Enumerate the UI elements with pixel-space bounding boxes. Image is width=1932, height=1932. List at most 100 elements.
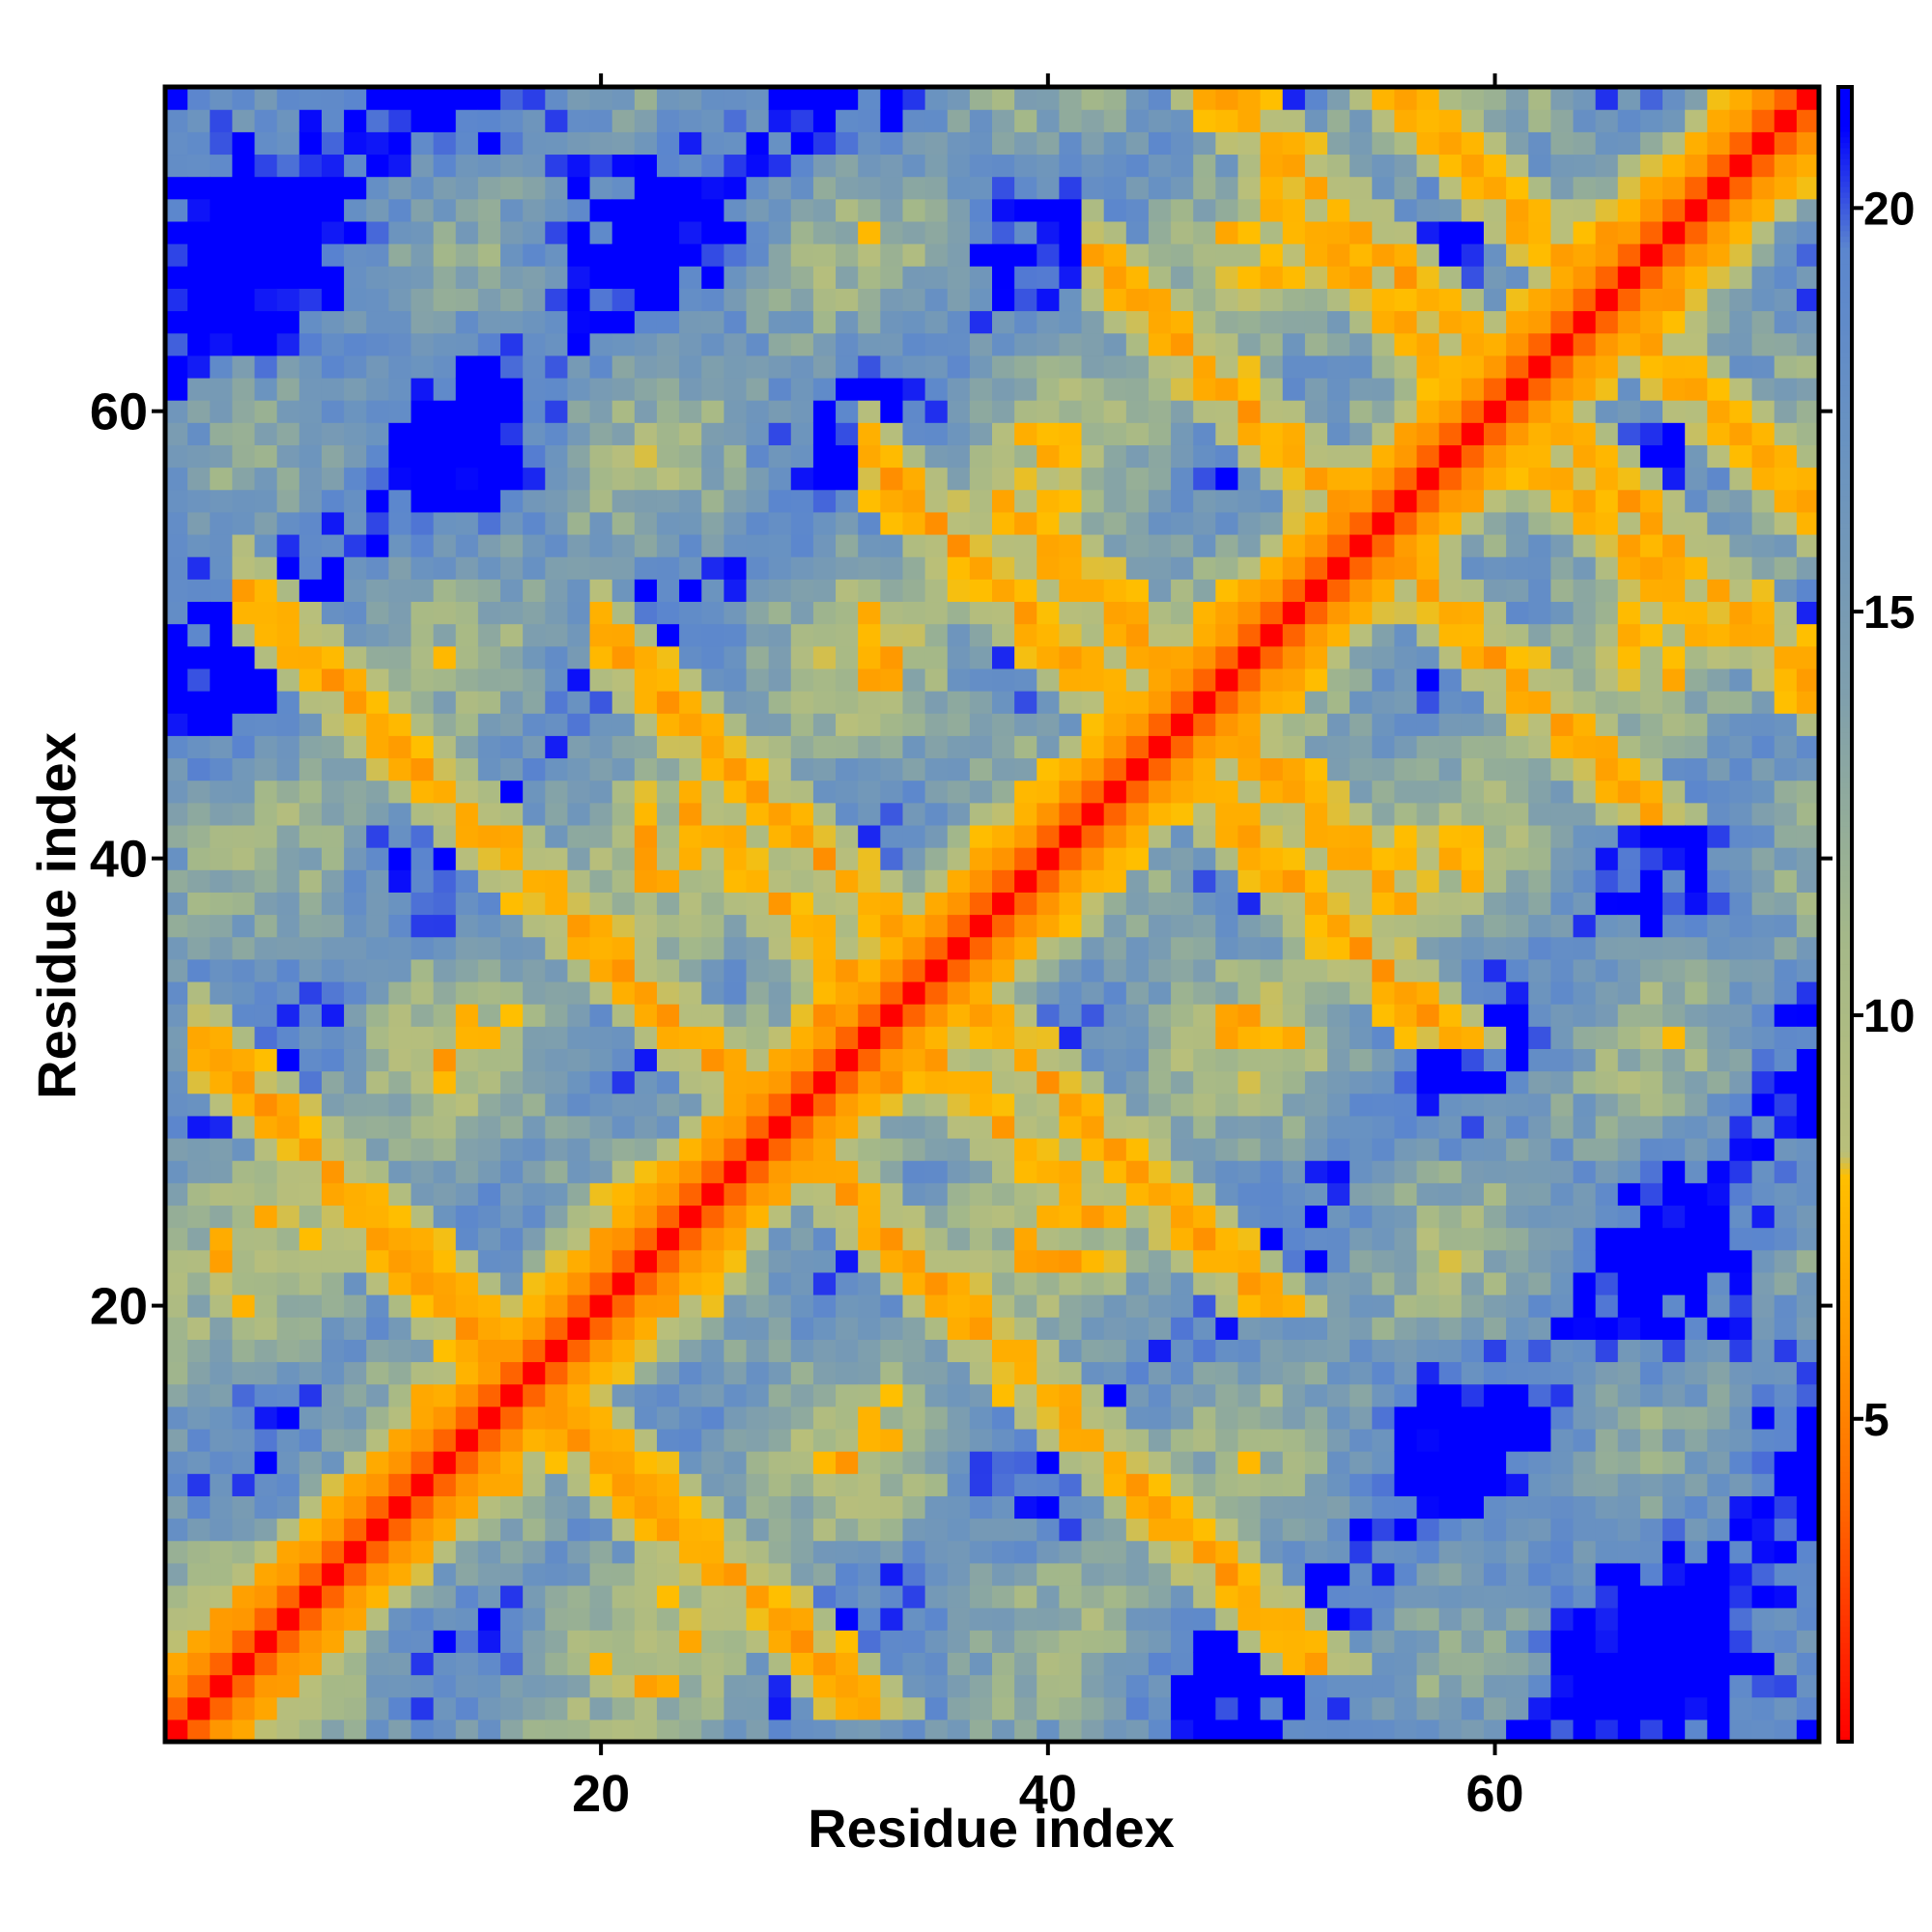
heatmap-cell [768,1451,792,1474]
heatmap-cell [1528,444,1551,469]
heatmap-cell [768,1540,792,1564]
heatmap-cell [210,936,234,960]
heatmap-cell [567,288,591,312]
heatmap-cell [567,489,591,513]
heatmap-cell [992,1428,1015,1452]
heatmap-cell [1617,1584,1641,1608]
heatmap-cell [812,847,837,870]
heatmap-cell [1237,220,1262,244]
heatmap-cell [701,892,724,916]
heatmap-cell [1438,713,1463,736]
heatmap-cell [1193,579,1216,603]
heatmap-cell [611,1607,636,1631]
heatmap-cell [455,1607,479,1631]
heatmap-cell [411,1607,435,1631]
heatmap-cell [679,87,702,110]
heatmap-cell [500,1249,524,1273]
heatmap-cell [1506,310,1529,334]
heatmap-cell [500,579,524,603]
heatmap-cell [210,467,234,491]
heatmap-cell [656,645,680,669]
heatmap-cell [812,220,837,244]
heatmap-cell [1148,1406,1172,1430]
heatmap-cell [165,1205,188,1229]
heatmap-cell [1125,1652,1150,1676]
heatmap-cell [1081,1562,1105,1586]
heatmap-cell [1237,422,1262,445]
heatmap-cell [254,288,278,312]
heatmap-cell [165,824,188,848]
heatmap-cell [366,1518,389,1542]
heatmap-cell [366,1696,389,1720]
heatmap-cell [254,422,278,445]
heatmap-cell [1148,802,1172,826]
heatmap-cell [1461,131,1485,156]
heatmap-cell [1014,1630,1037,1654]
heatmap-cell [880,1630,904,1654]
heatmap-cell [1215,310,1239,334]
heatmap-cell [902,780,926,804]
heatmap-cell [232,310,256,334]
heatmap-cell [388,377,412,401]
heatmap-cell [656,310,680,334]
heatmap-cell [1394,802,1418,826]
heatmap-cell [1171,1361,1194,1385]
heatmap-cell [411,266,435,289]
heatmap-cell [1573,511,1597,535]
heatmap-cell [1350,1495,1373,1520]
heatmap-cell [836,1048,859,1072]
heatmap-cell [880,691,904,714]
heatmap-cell [1416,1652,1440,1676]
heatmap-cell [321,936,345,960]
heatmap-cell [724,1406,748,1430]
heatmap-cell [366,847,389,870]
heatmap-cell [187,1339,211,1363]
heatmap-cell [746,1026,770,1049]
heatmap-cell [1304,154,1328,178]
heatmap-cell [1639,154,1663,178]
heatmap-cell [1461,869,1485,893]
heatmap-cell [902,109,926,132]
heatmap-cell [836,645,859,669]
heatmap-cell [1550,1562,1575,1586]
heatmap-cell [992,489,1015,513]
heatmap-cell [500,243,524,267]
heatmap-cell [232,355,256,379]
heatmap-cell [545,1607,569,1631]
heatmap-cell [1014,735,1037,759]
heatmap-cell [1662,1093,1686,1117]
heatmap-cell [210,400,234,423]
heatmap-cell [836,1227,859,1251]
heatmap-cell [165,1607,188,1631]
heatmap-cell [1438,1205,1463,1229]
heatmap-cell [1438,936,1463,960]
heatmap-cell [1639,511,1663,535]
heatmap-cell [924,1696,949,1720]
heatmap-cell [1103,355,1127,379]
heatmap-cell [344,1182,367,1207]
heatmap-cell [1103,1652,1127,1676]
heatmap-cell [366,1115,389,1139]
heatmap-cell [679,1182,702,1207]
heatmap-cell [768,668,792,692]
heatmap-cell [1550,1540,1575,1564]
heatmap-cell [1014,1070,1037,1094]
heatmap-cell [1059,266,1083,289]
heatmap-cell [388,1004,412,1027]
heatmap-cell [902,1249,926,1273]
heatmap-cell [1171,243,1194,267]
heatmap-cell [611,1674,636,1698]
heatmap-cell [1350,310,1373,334]
heatmap-cell [812,579,837,603]
heatmap-cell [1193,1473,1216,1496]
heatmap-cell [545,579,569,603]
heatmap-cell [656,958,680,982]
heatmap-cell [1193,1451,1216,1474]
heatmap-cell [210,1004,234,1027]
heatmap-cell [1193,1026,1216,1049]
heatmap-cell [1260,288,1284,312]
heatmap-cell [701,601,724,625]
heatmap-cell [589,1115,613,1139]
heatmap-cell [210,444,234,469]
heatmap-cell [724,1652,748,1676]
